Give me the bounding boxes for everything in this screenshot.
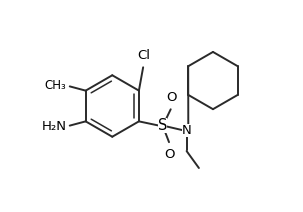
- Text: Cl: Cl: [138, 49, 151, 62]
- Text: CH₃: CH₃: [45, 79, 67, 92]
- Text: O: O: [165, 148, 175, 161]
- Text: N: N: [182, 124, 191, 137]
- Text: S: S: [158, 118, 167, 133]
- Text: H₂N: H₂N: [42, 120, 67, 133]
- Text: O: O: [167, 91, 177, 104]
